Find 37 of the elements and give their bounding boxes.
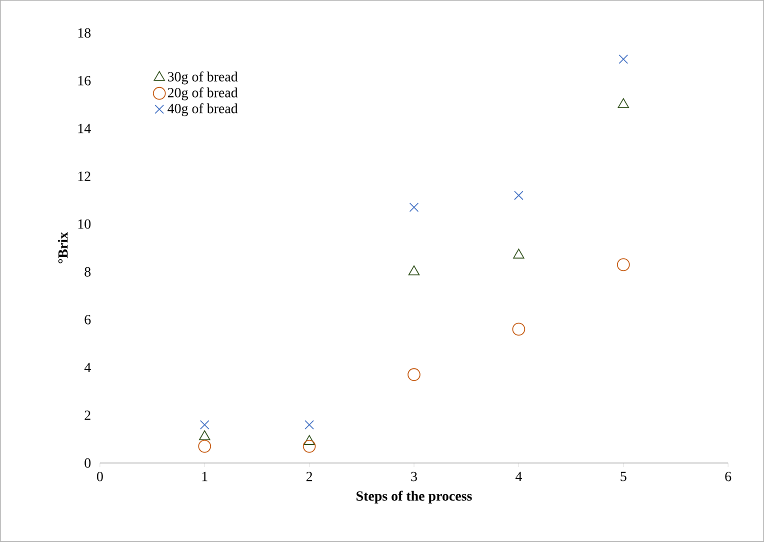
legend-label: 20g of bread: [168, 87, 238, 100]
x-tick-label: 3: [411, 472, 417, 482]
y-tick-label: 14: [78, 124, 91, 134]
legend-label: 30g of bread: [168, 72, 238, 84]
point: [200, 420, 210, 430]
y-tick-label: 16: [78, 76, 91, 86]
y-tick-label: 2: [84, 410, 90, 420]
point: [618, 54, 628, 64]
point: [408, 368, 420, 382]
x-tick-label: 4: [515, 472, 522, 482]
y-tick-label: 8: [84, 267, 91, 277]
x-axis-title: Steps of the process: [356, 490, 472, 504]
y-tick-label: 18: [78, 28, 91, 38]
point: [513, 248, 524, 259]
y-tick-label: 12: [78, 172, 90, 181]
y-tick-label: 4: [84, 362, 91, 372]
x-tick-label: 0: [96, 472, 103, 482]
point: [512, 322, 526, 336]
y-axis-title: °Brix: [58, 232, 68, 264]
legend-label: 40g of bread: [168, 103, 238, 116]
x-tick-label: 5: [620, 472, 626, 482]
x-tick-label: 2: [306, 472, 312, 482]
point: [408, 265, 420, 276]
point: [304, 420, 314, 430]
point: [618, 98, 630, 108]
point: [198, 440, 212, 453]
point: [302, 440, 316, 453]
point: [409, 202, 419, 212]
x-tick-label: 6: [725, 472, 732, 482]
x-tick-label: 1: [202, 472, 208, 482]
point: [514, 190, 524, 200]
y-tick-label: 0: [84, 458, 91, 468]
point: [616, 258, 630, 272]
y-tick-label: 10: [78, 219, 91, 229]
point: [304, 435, 315, 445]
y-tick-label: 6: [84, 314, 91, 324]
point: [198, 430, 210, 440]
